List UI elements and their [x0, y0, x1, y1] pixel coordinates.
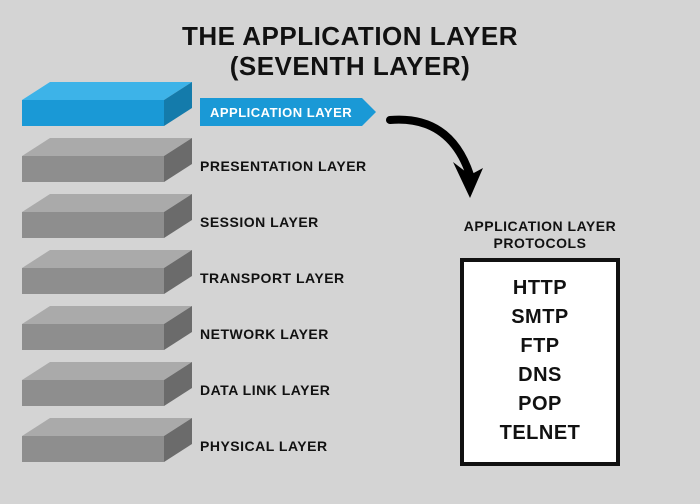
layer-label-row: PHYSICAL LAYER — [200, 434, 367, 490]
layer-label: NETWORK LAYER — [200, 322, 329, 342]
osi-slab — [32, 428, 190, 484]
layer-label-row: APPLICATION LAYER — [200, 98, 367, 154]
osi-slab — [32, 148, 190, 204]
protocols-heading-line-1: APPLICATION LAYER — [440, 218, 640, 235]
osi-stack — [32, 92, 190, 484]
protocols-heading-line-2: PROTOCOLS — [440, 235, 640, 252]
layer-label-row: NETWORK LAYER — [200, 322, 367, 378]
layer-label: TRANSPORT LAYER — [200, 266, 345, 286]
protocols-heading: APPLICATION LAYER PROTOCOLS — [440, 218, 640, 252]
arrow-icon — [380, 105, 500, 215]
layer-label: SESSION LAYER — [200, 210, 319, 230]
protocols-box: HTTPSMTPFTPDNSPOPTELNET — [460, 258, 620, 466]
osi-slab — [32, 260, 190, 316]
page-title: THE APPLICATION LAYER (SEVENTH LAYER) — [0, 22, 700, 82]
layer-label-row: DATA LINK LAYER — [200, 378, 367, 434]
protocol-item: HTTP — [464, 274, 616, 303]
osi-slab — [32, 316, 190, 372]
protocol-item: POP — [464, 390, 616, 419]
layer-label-row: SESSION LAYER — [200, 210, 367, 266]
osi-labels: APPLICATION LAYER PRESENTATION LAYER SESSI… — [200, 98, 367, 490]
layer-label: PHYSICAL LAYER — [200, 434, 328, 454]
layer-label-row: TRANSPORT LAYER — [200, 266, 367, 322]
layer-label-highlight: APPLICATION LAYER — [200, 98, 362, 126]
osi-slab — [32, 204, 190, 260]
osi-slab — [32, 92, 190, 148]
protocol-item: SMTP — [464, 303, 616, 332]
osi-slab — [32, 372, 190, 428]
protocol-item: FTP — [464, 332, 616, 361]
layer-label: DATA LINK LAYER — [200, 378, 330, 398]
protocol-item: DNS — [464, 361, 616, 390]
title-line-1: THE APPLICATION LAYER — [0, 22, 700, 52]
protocol-item: TELNET — [464, 419, 616, 448]
layer-label-row: PRESENTATION LAYER — [200, 154, 367, 210]
layer-label: PRESENTATION LAYER — [200, 154, 367, 174]
